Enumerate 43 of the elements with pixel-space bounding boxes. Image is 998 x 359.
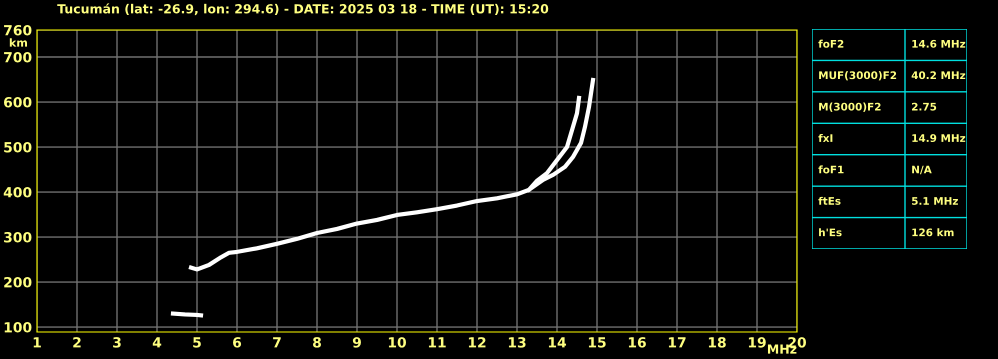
text: M(3000)F2 <box>819 102 881 112</box>
text: 40.2 MHz <box>912 71 966 80</box>
x-tick-label: 5 <box>193 337 201 348</box>
text: N/A <box>912 166 932 174</box>
y-axis-title: km <box>10 38 27 47</box>
y-tick-label: 700 <box>4 52 32 62</box>
x-tick-label: 9 <box>352 337 361 348</box>
x-tick-label: 2 <box>73 337 81 348</box>
text: 14.9 MHz <box>912 134 966 142</box>
x-tick-label: 6 <box>233 337 242 348</box>
x-tick-label: 3 <box>113 337 121 348</box>
y-tick-label: 100 <box>4 322 32 333</box>
x-tick-label: 16 <box>628 337 646 348</box>
x-tick-label: 7 <box>273 337 281 348</box>
text: fxI <box>818 134 832 142</box>
text: MUF(3000)F2 <box>819 71 896 80</box>
y-tick-label: 500 <box>4 142 32 152</box>
y-tick-label: 760 <box>4 24 32 36</box>
text: h'Es <box>819 228 842 236</box>
x-tick-label: 14 <box>548 337 566 348</box>
text: foF2 <box>818 40 844 48</box>
y-tick-label: 200 <box>4 277 32 288</box>
y-tick-label: 400 <box>4 186 32 198</box>
x-tick-label: 10 <box>388 337 406 348</box>
text: 5.1 MHz <box>912 197 958 205</box>
x-tick-label: 18 <box>708 337 726 348</box>
x-tick-label: 1 <box>34 337 41 348</box>
x-tick-label: 8 <box>313 337 321 348</box>
x-tick-label: 4 <box>152 337 162 348</box>
text: foF1 <box>818 165 844 174</box>
text: 126 km <box>912 228 954 236</box>
x-tick-label: 15 <box>588 337 606 348</box>
y-tick-label: 300 <box>4 232 32 243</box>
y-tick-label: 600 <box>4 96 32 108</box>
x-tick-label: 11 <box>428 337 446 348</box>
x-tick-label: 17 <box>668 337 686 348</box>
x-tick-label: 19 <box>748 337 766 348</box>
chart-title: Tucumán (lat: -26.9, lon: 294.6) - DATE: 2025 03 18 - TIME (UT): 15:20 <box>57 3 548 16</box>
text: 14.6 MHz <box>912 40 966 48</box>
text: ftEs <box>818 196 841 205</box>
x-tick-label: 12 <box>468 337 486 348</box>
text: 2.75 <box>912 102 936 111</box>
x-tick-label: 13 <box>508 337 526 348</box>
